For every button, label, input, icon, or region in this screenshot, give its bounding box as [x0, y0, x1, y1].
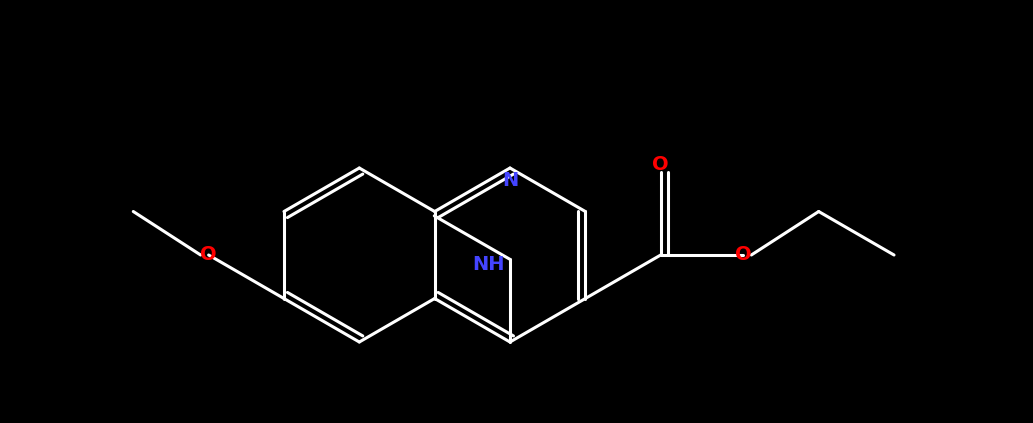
Text: O: O [735, 245, 752, 264]
Text: O: O [200, 245, 217, 264]
Text: O: O [653, 155, 669, 174]
Text: NH: NH [472, 255, 505, 274]
Text: N: N [502, 170, 519, 190]
